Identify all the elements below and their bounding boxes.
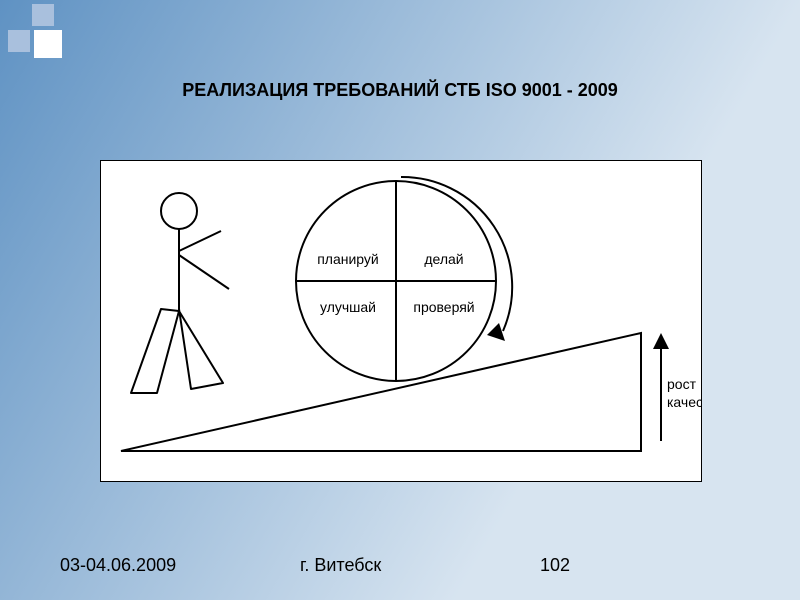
quadrant-plan: планируй: [317, 251, 379, 267]
person-head-icon: [161, 193, 197, 229]
footer-date: 03-04.06.2009: [60, 555, 176, 576]
slide-title: РЕАЛИЗАЦИЯ ТРЕБОВАНИЙ СТБ ISO 9001 - 200…: [0, 80, 800, 101]
slide: РЕАЛИЗАЦИЯ ТРЕБОВАНИЙ СТБ ISO 9001 - 200…: [0, 0, 800, 600]
footer-page-number: 102: [540, 555, 570, 576]
footer-location: г. Витебск: [300, 555, 381, 576]
quadrant-do: делай: [424, 251, 463, 267]
growth-arrow-head-icon: [653, 333, 669, 349]
diagram-svg: планируй делай улучшай проверяй рост качества: [101, 161, 701, 481]
quadrant-act: улучшай: [320, 299, 376, 315]
quadrant-check: проверяй: [413, 299, 474, 315]
growth-label: рост: [667, 376, 697, 392]
person-body-icon: [131, 229, 229, 393]
pdca-diagram: планируй делай улучшай проверяй рост качества: [100, 160, 702, 482]
corner-square-icon: [8, 30, 30, 52]
growth-label: качества: [667, 394, 701, 410]
corner-square-icon: [34, 30, 62, 58]
rotation-arrow-head-icon: [487, 323, 505, 341]
corner-square-icon: [32, 4, 54, 26]
